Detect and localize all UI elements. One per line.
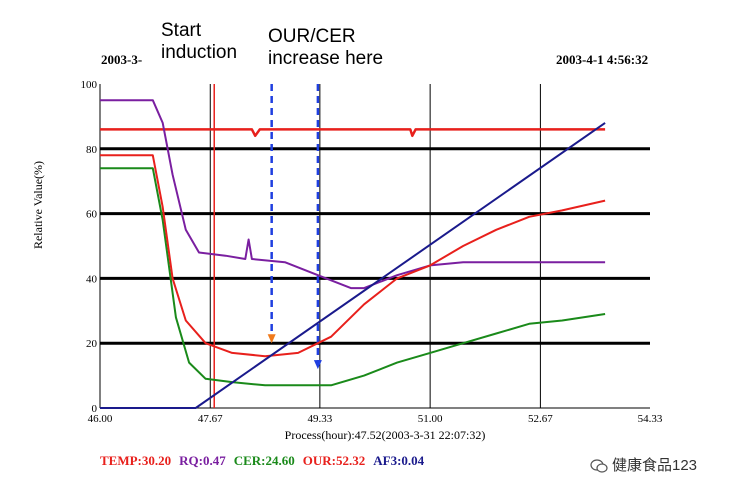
y-tick-label: 100 [81,79,98,91]
y-axis-label: Relative Value(%) [31,161,45,249]
grid-layer [99,84,650,409]
x-tick-label: 49.33 [307,413,332,425]
arrow-head [267,334,276,344]
x-tick-label: 46.00 [88,413,113,425]
arrow-head [313,360,322,370]
x-tick-label: 51.00 [418,413,443,425]
chart-start-date: 2003-3- [101,52,143,67]
y-tick-label: 20 [86,338,98,350]
chart-end-datetime: 2003-4-1 4:56:32 [556,52,649,67]
legend-our: OUR:52.32 [302,453,366,468]
legend-temp: TEMP:30.20 [100,453,172,468]
watermark: 健康食品123 [590,454,697,475]
annotation-line: induction [161,42,238,63]
legend-cer: CER:24.60 [233,453,295,468]
series-layer [100,99,606,409]
wechat-icon [590,459,608,473]
series-line-our [100,154,606,358]
y-tick-label: 60 [86,209,98,221]
watermark-text: 健康食品123 [612,457,698,474]
marker-layer [213,84,322,408]
x-tick-label: 52.67 [528,413,553,425]
series-line-af3 [100,122,606,409]
legend-rq: RQ:0.47 [179,453,226,468]
our-cer-annotation: OUR/CER increase here [268,26,383,70]
y-tick-label: 0 [92,403,98,415]
legend: TEMP:30.20 RQ:0.47 CER:24.60 OUR:52.32 AF3:0… [100,452,432,470]
series-line-temp [100,128,606,138]
tick-layer: 0 20 40 60 80 100 46.00 47.67 49.33 51.00 52.67 54.… [81,79,663,425]
annotation-line: OUR/CER [268,26,356,47]
x-tick-label: 47.67 [198,413,223,425]
y-tick-label: 80 [86,144,98,156]
start-induction-annotation: Start induction [161,20,237,64]
legend-af3: AF3:0.04 [373,453,425,468]
y-tick-label: 40 [86,273,98,285]
annotation-line: Start [161,20,202,41]
annotation-line: increase here [268,48,384,69]
x-axis-label: Process(hour):47.52(2003-3-31 22:07:32) [285,428,486,442]
series-line-cer [100,167,606,387]
x-tick-label: 54.33 [638,413,663,425]
series-line-rq [100,99,606,290]
